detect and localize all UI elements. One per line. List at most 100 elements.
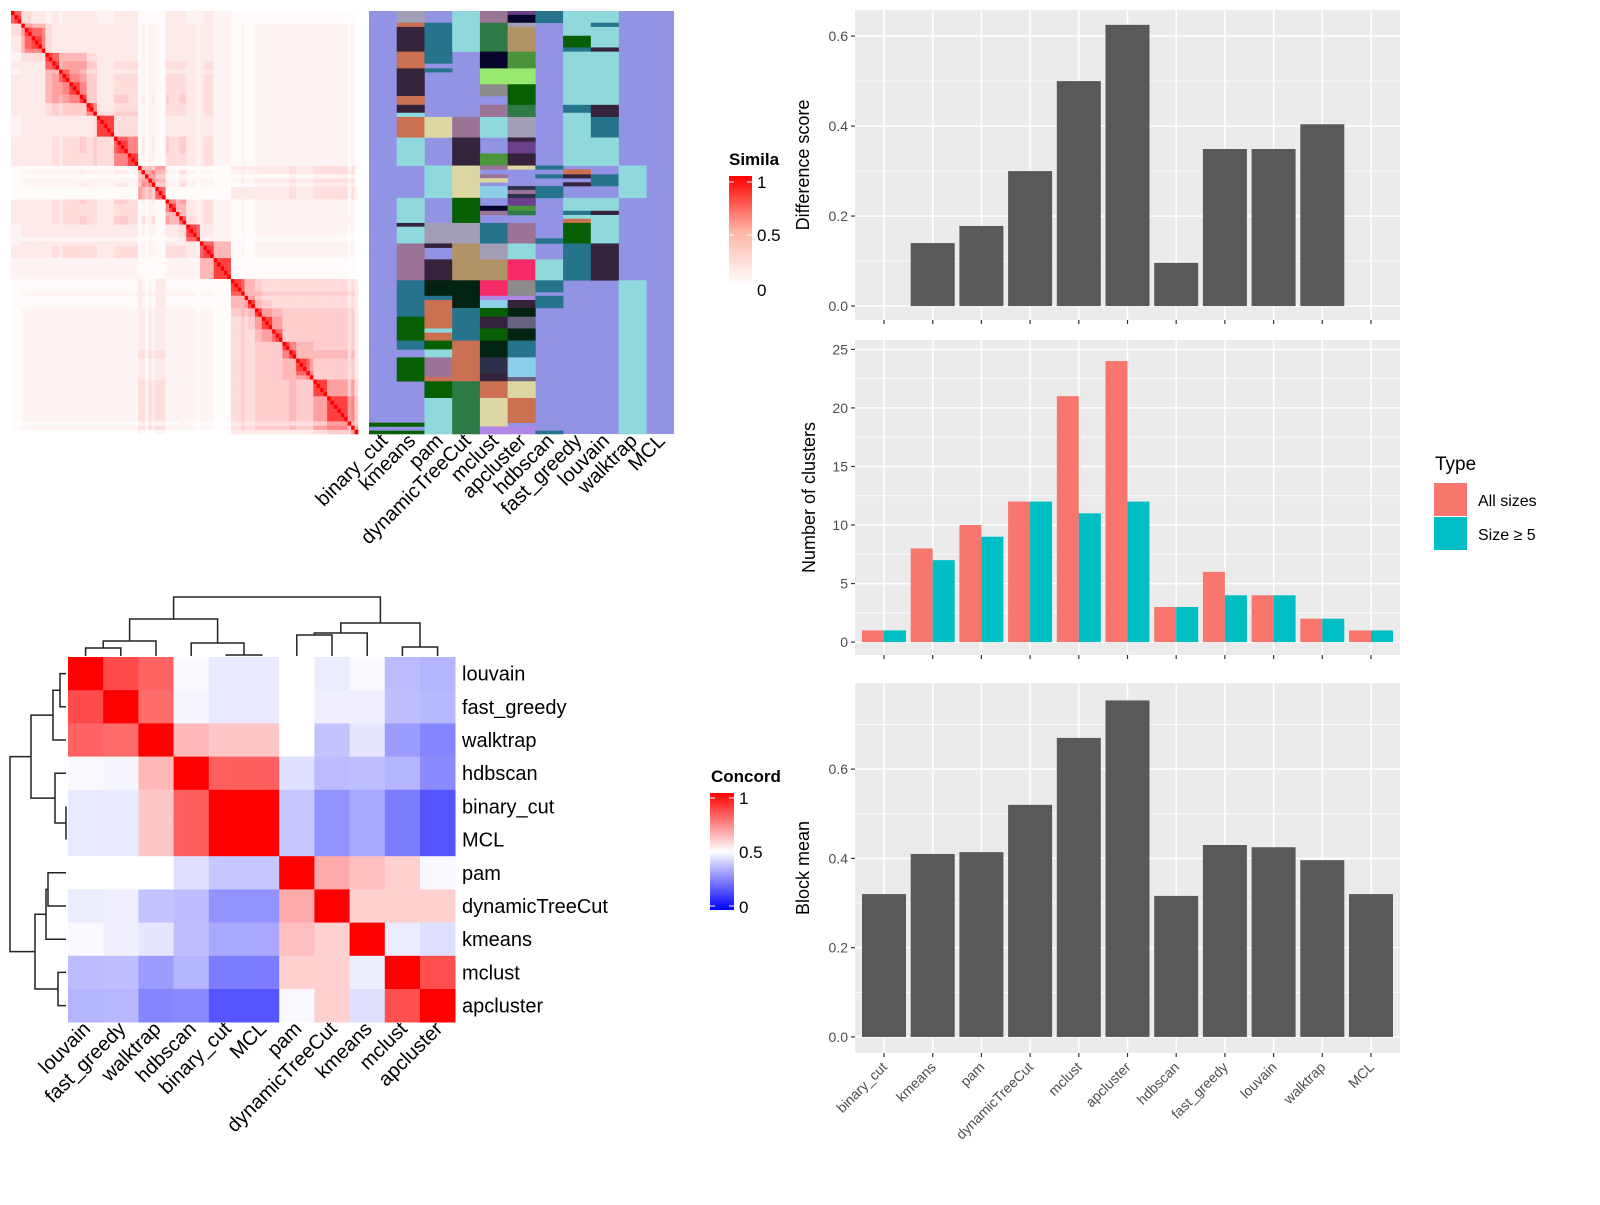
similarity-cell — [21, 111, 26, 117]
similarity-cell — [303, 23, 307, 29]
similarity-cell — [220, 90, 225, 96]
similarity-cell — [189, 90, 194, 96]
similarity-cell — [124, 73, 129, 79]
similarity-cell — [186, 69, 190, 75]
similarity-cell — [272, 107, 276, 112]
similarity-cell — [55, 161, 60, 167]
similarity-cell — [148, 61, 153, 66]
similarity-cell — [90, 23, 94, 29]
similarity-cell — [151, 203, 156, 209]
similarity-cell — [193, 31, 197, 37]
similarity-cell — [45, 19, 50, 24]
similarity-cell — [100, 165, 105, 171]
similarity-cell — [261, 119, 266, 125]
similarity-cell — [313, 48, 318, 54]
similarity-cell — [354, 36, 359, 41]
similarity-cell — [224, 212, 228, 217]
similarity-cell — [320, 65, 324, 70]
similarity-cell — [327, 23, 331, 29]
similarity-cell — [268, 165, 273, 171]
similarity-cell — [35, 207, 39, 213]
similarity-cell — [203, 199, 208, 204]
similarity-cell — [344, 178, 348, 184]
similarity-cell — [114, 186, 118, 192]
similarity-cell — [35, 174, 39, 179]
similarity-cell — [175, 145, 180, 150]
similarity-cell — [199, 44, 204, 49]
similarity-cell — [110, 216, 115, 221]
similarity-cell — [224, 157, 228, 163]
similarity-cell — [320, 19, 324, 24]
similarity-cell — [169, 136, 173, 142]
similarity-cell — [124, 44, 129, 49]
similarity-cell — [285, 186, 290, 192]
similarity-cell — [59, 203, 63, 209]
similarity-cell — [35, 19, 39, 24]
similarity-cell — [351, 98, 355, 104]
similarity-cell — [189, 149, 194, 154]
similarity-cell — [131, 107, 135, 112]
similarity-cell — [165, 52, 170, 58]
similarity-cell — [206, 11, 211, 16]
similarity-cell — [316, 103, 321, 108]
similarity-cell — [199, 23, 204, 29]
similarity-cell — [110, 23, 115, 29]
similarity-cell — [165, 27, 170, 33]
similarity-cell — [65, 11, 70, 16]
similarity-cell — [148, 107, 153, 112]
similarity-cell — [72, 216, 77, 221]
similarity-cell — [351, 165, 355, 171]
similarity-cell — [337, 132, 342, 137]
similarity-cell — [158, 140, 163, 146]
similarity-cell — [237, 119, 242, 125]
similarity-cell — [148, 90, 153, 96]
similarity-cell — [316, 170, 321, 175]
similarity-cell — [11, 124, 15, 129]
similarity-cell — [114, 107, 118, 112]
similarity-cell — [127, 149, 132, 154]
similarity-cell — [306, 44, 311, 49]
similarity-cell — [144, 199, 149, 204]
similarity-cell — [134, 199, 139, 204]
similarity-cell — [309, 165, 314, 171]
similarity-cell — [158, 61, 163, 66]
similarity-cell — [313, 203, 318, 209]
similarity-cell — [141, 182, 146, 188]
similarity-cell — [299, 11, 304, 16]
similarity-cell — [179, 15, 184, 20]
similarity-cell — [120, 153, 125, 158]
similarity-cell — [199, 149, 204, 154]
similarity-cell — [138, 94, 142, 100]
similarity-cell — [55, 36, 60, 41]
similarity-cell — [244, 212, 249, 217]
similarity-cell — [72, 157, 77, 163]
similarity-cell — [282, 182, 287, 188]
similarity-cell — [323, 145, 328, 150]
similarity-cell — [117, 216, 122, 221]
similarity-cell — [234, 115, 239, 121]
similarity-cell — [323, 191, 328, 196]
similarity-cell — [323, 203, 328, 209]
similarity-cell — [306, 128, 311, 133]
similarity-cell — [351, 186, 355, 192]
similarity-cell — [165, 128, 170, 133]
similarity-cell — [162, 161, 166, 167]
similarity-cell — [41, 111, 46, 117]
similarity-cell — [100, 186, 105, 192]
similarity-cell — [306, 170, 311, 175]
similarity-cell — [292, 48, 297, 54]
similarity-cell — [52, 174, 56, 179]
similarity-cell — [196, 94, 201, 100]
similarity-cell — [189, 78, 194, 83]
similarity-cell — [124, 145, 129, 150]
similarity-cell — [138, 65, 142, 70]
similarity-cell — [320, 132, 324, 137]
similarity-cell — [251, 23, 256, 29]
similarity-cell — [45, 48, 50, 54]
similarity-cell — [234, 15, 239, 20]
similarity-cell — [14, 31, 19, 37]
similarity-cell — [206, 119, 211, 125]
similarity-cell — [220, 132, 225, 137]
similarity-cell — [316, 195, 321, 200]
similarity-cell — [210, 19, 215, 24]
